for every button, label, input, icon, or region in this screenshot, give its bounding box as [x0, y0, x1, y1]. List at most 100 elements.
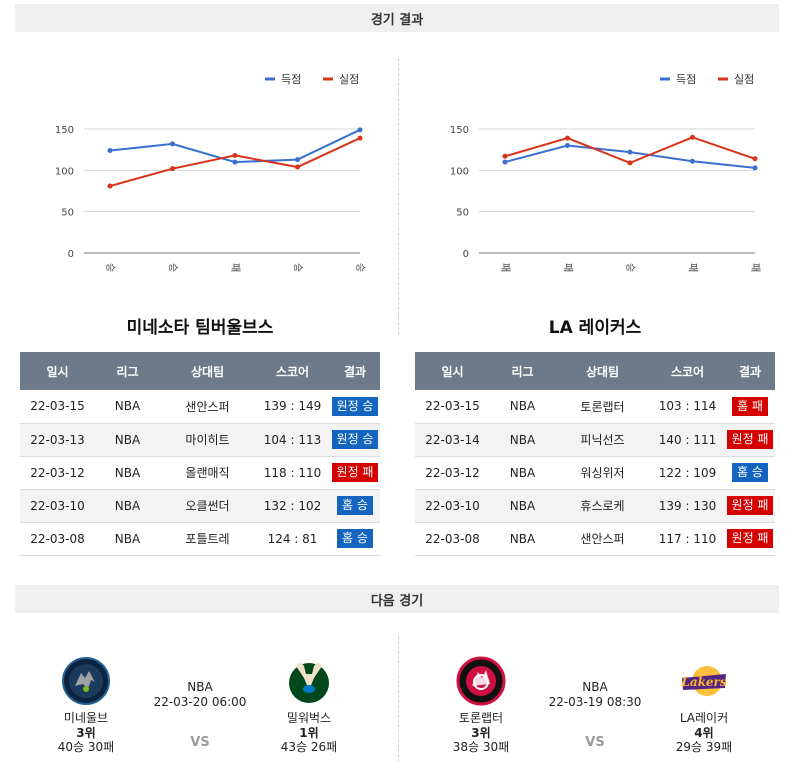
next-game-card[interactable]: 미네울브 3위 40승 30패 NBA 22-03-20 06:00 VS 밀워…	[20, 650, 380, 762]
opponent-name: 마이히트	[160, 423, 255, 457]
result-badge: 원정 승	[331, 430, 379, 449]
column-header: 리그	[490, 352, 555, 390]
legend-label: 득점	[676, 73, 696, 86]
team-name: 미네울브	[63, 711, 109, 725]
game-league: NBA	[490, 489, 555, 523]
y-tick-label: 50	[61, 208, 74, 219]
table-row[interactable]: 22-03-13 NBA 마이히트 104 : 113 원정 승	[20, 423, 380, 457]
result-badge: 원정 패	[726, 496, 774, 515]
team-name: LA레이커	[679, 711, 729, 725]
table-row[interactable]: 22-03-12 NBA 올랜매직 118 : 110 원정 패	[20, 456, 380, 490]
game-score: 118 : 110	[255, 456, 330, 490]
match-league: NBA	[582, 680, 608, 694]
team-rank: 4위	[694, 726, 714, 740]
data-point	[565, 135, 570, 141]
x-tick-label: 패	[562, 263, 574, 272]
result-cell: 원정 패	[725, 522, 775, 556]
match-info: NBA 22-03-19 08:30 VS	[540, 680, 650, 750]
legend-label: 실점	[734, 73, 754, 86]
next-game-card[interactable]: 토론랩터 3위 38승 30패 NBA 22-03-19 08:30 VS La…	[415, 650, 775, 762]
y-tick-label: 0	[68, 249, 74, 260]
result-cell: 홈 승	[330, 489, 380, 523]
result-cell: 홈 승	[725, 456, 775, 490]
data-point	[627, 160, 633, 166]
result-cell: 원정 패	[725, 489, 775, 523]
game-score: 104 : 113	[255, 423, 330, 457]
game-score: 122 : 109	[650, 456, 725, 490]
column-header: 리그	[95, 352, 160, 390]
column-header: 상대팀	[160, 352, 255, 390]
away-team[interactable]: 밀워벅스 1위 43승 26패	[254, 650, 364, 754]
lakers-logo-icon: Lakers	[679, 656, 729, 706]
data-point	[627, 149, 633, 155]
data-point	[107, 147, 113, 153]
x-tick-label: 승	[292, 263, 304, 272]
table-row[interactable]: 22-03-12 NBA 워싱위저 122 : 109 홈 승	[415, 456, 775, 490]
team-record: 38승 30패	[452, 740, 510, 754]
table-row[interactable]: 22-03-14 NBA 피닉선즈 140 : 111 원정 패	[415, 423, 775, 457]
game-score: 124 : 81	[255, 522, 330, 556]
opponent-name: 토론랩터	[555, 390, 650, 424]
x-tick-label: 승	[354, 263, 366, 272]
x-tick-label: 패	[229, 263, 241, 272]
x-tick-label: 승	[104, 263, 116, 272]
home-team[interactable]: 토론랩터 3위 38승 30패	[426, 650, 536, 754]
data-point	[295, 164, 300, 170]
game-score: 139 : 130	[650, 489, 725, 523]
away-team[interactable]: Lakers LA레이커 4위 29승 39패	[649, 650, 759, 754]
game-date: 22-03-15	[20, 390, 95, 424]
data-point	[295, 157, 300, 163]
data-point	[502, 159, 508, 165]
legend-label: 실점	[339, 73, 359, 86]
table-row[interactable]: 22-03-15 NBA 토론랩터 103 : 114 홈 패	[415, 390, 775, 424]
x-tick-label: 승	[624, 263, 636, 272]
data-point	[690, 134, 695, 140]
home-team[interactable]: 미네울브 3위 40승 30패	[31, 650, 141, 754]
table-row[interactable]: 22-03-10 NBA 휴스로케 139 : 130 원정 패	[415, 489, 775, 523]
team-title: 미네소타 팀버울브스	[126, 318, 274, 338]
data-point	[357, 127, 363, 133]
game-league: NBA	[490, 522, 555, 556]
opponent-name: 오클썬더	[160, 489, 255, 523]
data-point	[752, 165, 758, 171]
table-row[interactable]: 22-03-15 NBA 샌안스퍼 139 : 149 원정 승	[20, 390, 380, 424]
game-date: 22-03-08	[20, 522, 95, 556]
results-section-title: 경기 결과	[370, 12, 424, 28]
game-league: NBA	[95, 522, 160, 556]
x-tick-label: 패	[499, 263, 511, 272]
opponent-name: 워싱위저	[555, 456, 650, 490]
result-badge: 홈 승	[732, 463, 768, 482]
table-header-row: 일시 리그 상대팀 스코어 결과	[415, 352, 775, 390]
column-header: 상대팀	[555, 352, 650, 390]
table-header-row: 일시 리그 상대팀 스코어 결과	[20, 352, 380, 390]
table-row[interactable]: 22-03-08 NBA 포틀트레 124 : 81 홈 승	[20, 522, 380, 556]
next-games-section-header: 다음 경기	[15, 585, 779, 613]
opponent-name: 올랜매직	[160, 456, 255, 490]
team-name: 밀워벅스	[286, 711, 332, 725]
game-date: 22-03-12	[20, 456, 95, 490]
y-tick-label: 100	[450, 166, 469, 177]
opponent-name: 샌안스퍼	[555, 522, 650, 556]
data-point	[565, 143, 570, 149]
section-divider	[398, 58, 399, 335]
result-cell: 원정 승	[330, 390, 380, 424]
vs-label: VS	[585, 735, 605, 750]
data-point	[232, 152, 238, 158]
opponent-name: 피닉선즈	[555, 423, 650, 457]
data-point	[502, 153, 508, 159]
game-date: 22-03-10	[20, 489, 95, 523]
team-rank: 3위	[471, 726, 491, 740]
match-info: NBA 22-03-20 06:00 VS	[145, 680, 255, 750]
match-league: NBA	[187, 680, 213, 694]
column-header: 결과	[330, 352, 380, 390]
game-league: NBA	[95, 456, 160, 490]
team-rank: 1위	[299, 726, 319, 740]
table-row[interactable]: 22-03-10 NBA 오클썬더 132 : 102 홈 승	[20, 489, 380, 523]
team-record: 40승 30패	[57, 740, 115, 754]
table-row[interactable]: 22-03-08 NBA 샌안스퍼 117 : 110 원정 패	[415, 522, 775, 556]
y-tick-label: 150	[450, 125, 469, 136]
section-divider	[398, 636, 399, 762]
result-cell: 홈 승	[330, 522, 380, 556]
game-score: 139 : 149	[255, 390, 330, 424]
